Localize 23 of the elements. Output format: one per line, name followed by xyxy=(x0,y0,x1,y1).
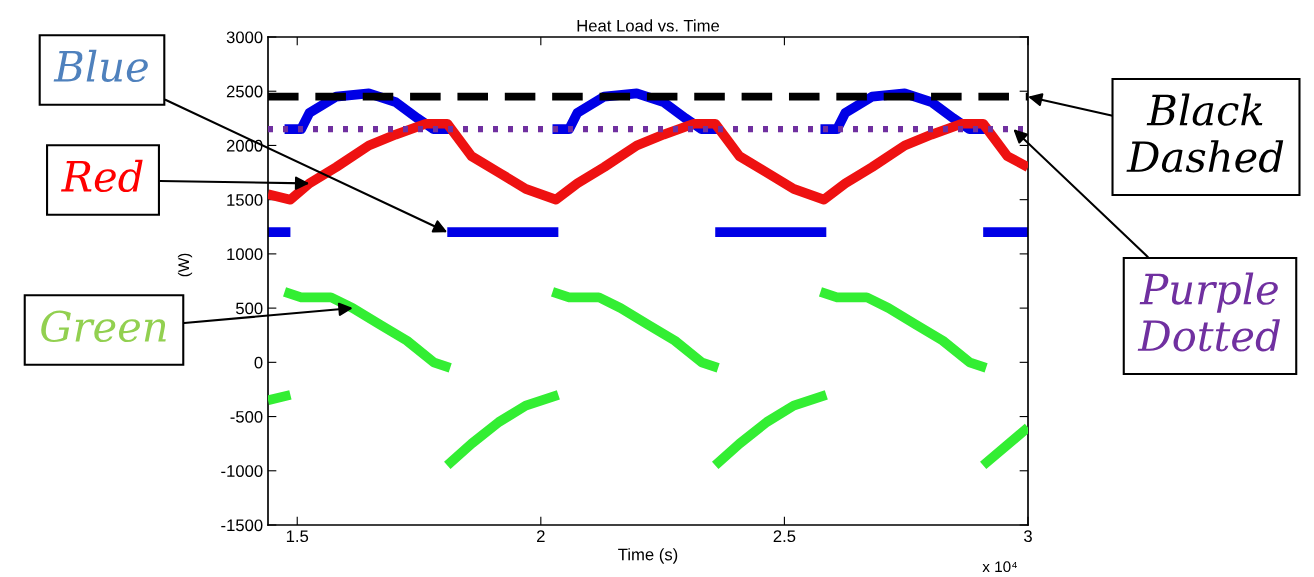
y-tick-label: -1000 xyxy=(221,465,263,477)
text: x 10⁴ xyxy=(982,561,1017,573)
y-tick-label: 1500 xyxy=(227,194,263,206)
chart-title: Heat Load vs. Time xyxy=(577,19,720,32)
x-tick-label: 2.5 xyxy=(773,530,796,543)
y-tick-label: 1000 xyxy=(227,248,263,261)
annotation: Blue xyxy=(53,49,148,83)
x-tick-label: 1.5 xyxy=(286,530,309,543)
y-tick-label: 500 xyxy=(236,302,263,315)
y-tick-label: -1500 xyxy=(221,519,263,532)
y-tick-label: 2000 xyxy=(226,139,263,152)
y-axis-title: (W) xyxy=(177,253,193,277)
x-tick-label: 2 xyxy=(537,530,545,542)
annotation: Purple Dotted xyxy=(1137,272,1280,352)
y-tick-label: -500 xyxy=(230,410,263,423)
x-tick-label: 3 xyxy=(1024,530,1032,543)
x-axis-title: Time (s) xyxy=(618,548,678,564)
annotation: Black Dashed xyxy=(1126,93,1284,173)
y-tick-label: 2500 xyxy=(226,85,263,98)
annotation: Red xyxy=(61,159,143,193)
y-tick-label: 3000 xyxy=(226,31,263,44)
annotation: Green xyxy=(41,310,166,343)
y-tick-label: 0 xyxy=(254,356,263,369)
